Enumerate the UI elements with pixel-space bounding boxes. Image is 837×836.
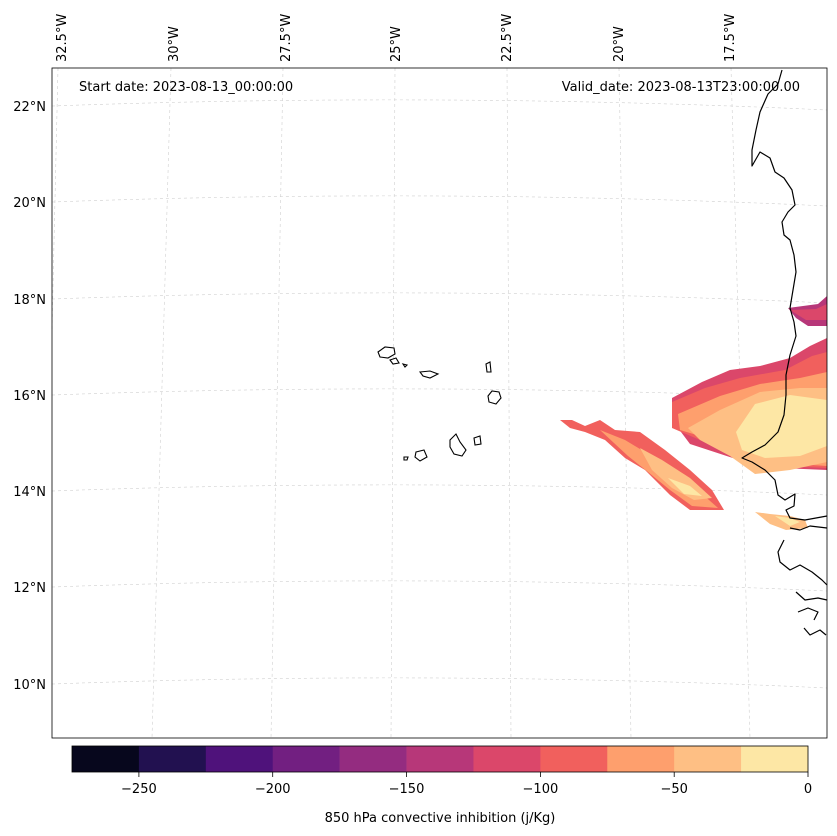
colorbar [72, 746, 809, 772]
lon-label: 20°W [612, 26, 627, 62]
colorbar-frame [71, 745, 809, 773]
senegal-south-coastline [777, 525, 828, 636]
cin-filled-contours [560, 296, 827, 530]
colorbar-tick-label: −200 [255, 782, 291, 797]
colorbar-ticks [138, 772, 809, 777]
lat-label: 16°N [13, 389, 46, 404]
island-sal [485, 361, 492, 373]
island-boa-vista [487, 390, 502, 405]
lat-label: 20°N [13, 196, 46, 211]
colorbar-swatch [272, 746, 340, 772]
island-maio [473, 435, 482, 446]
lat-label: 12°N [13, 581, 46, 596]
lat-label: 22°N [13, 100, 46, 115]
lat-label: 18°N [13, 293, 46, 308]
start-date-label: Start date: 2023-08-13_00:00:00 [79, 80, 293, 95]
lon-label: 27.5°W [279, 14, 294, 62]
colorbar-swatch [339, 746, 407, 772]
lat-label: 10°N [13, 678, 46, 693]
lon-label: 22.5°W [500, 14, 515, 62]
colorbar-swatch [138, 746, 207, 772]
colorbar-tick-label: 0 [804, 782, 812, 797]
colorbar-swatch [473, 746, 541, 772]
cin-patch-gambia [755, 512, 808, 530]
colorbar-tick-label: −50 [660, 782, 687, 797]
island-brava [403, 456, 409, 461]
west-africa-coastline [741, 69, 828, 521]
lon-label: 25°W [389, 26, 404, 62]
latitude-labels: 22°N 20°N 18°N 16°N 14°N 12°N 10°N [13, 100, 46, 693]
longitude-labels: 32.5°W 30°W 27.5°W 25°W 22.5°W 20°W 17.5… [55, 14, 738, 62]
colorbar-swatch [406, 746, 474, 772]
lon-label: 17.5°W [723, 14, 738, 62]
colorbar-swatch [540, 746, 608, 772]
map-frame [51, 67, 828, 739]
colorbar-swatch [674, 746, 742, 772]
lon-label: 32.5°W [55, 14, 70, 62]
cin-patch-gambia-inner [775, 516, 800, 526]
cin-diag-level4 [640, 448, 712, 500]
lat-label: 14°N [13, 485, 46, 500]
colorbar-swatch [741, 746, 809, 772]
gridlines [51, 67, 828, 739]
colorbar-tick-labels: −250 −200 −150 −100 −50 0 [121, 782, 812, 797]
colorbar-swatch [205, 746, 274, 772]
colorbar-tick-label: −250 [121, 782, 157, 797]
island-santo-antao [377, 346, 396, 359]
cin-band-north-inner [790, 304, 827, 320]
lon-label: 30°W [167, 26, 182, 62]
coastlines [377, 69, 828, 636]
cin-main-level5 [736, 395, 827, 458]
island-santa-luzia [401, 363, 409, 368]
colorbar-swatch [607, 746, 675, 772]
colorbar-label: 850 hPa convective inhibition (j/Kg) [325, 811, 556, 826]
island-sao-vicente [389, 357, 400, 365]
island-santiago [449, 433, 467, 457]
cin-diag-level5 [668, 478, 702, 496]
colorbar-tick-label: −150 [389, 782, 425, 797]
valid-date-label: Valid_date: 2023-08-13T23:00:00.00 [562, 80, 800, 95]
colorbar-swatch [72, 746, 140, 772]
island-fogo [414, 449, 428, 462]
colorbar-tick-label: −100 [523, 782, 559, 797]
island-sao-nicolau [418, 370, 440, 379]
